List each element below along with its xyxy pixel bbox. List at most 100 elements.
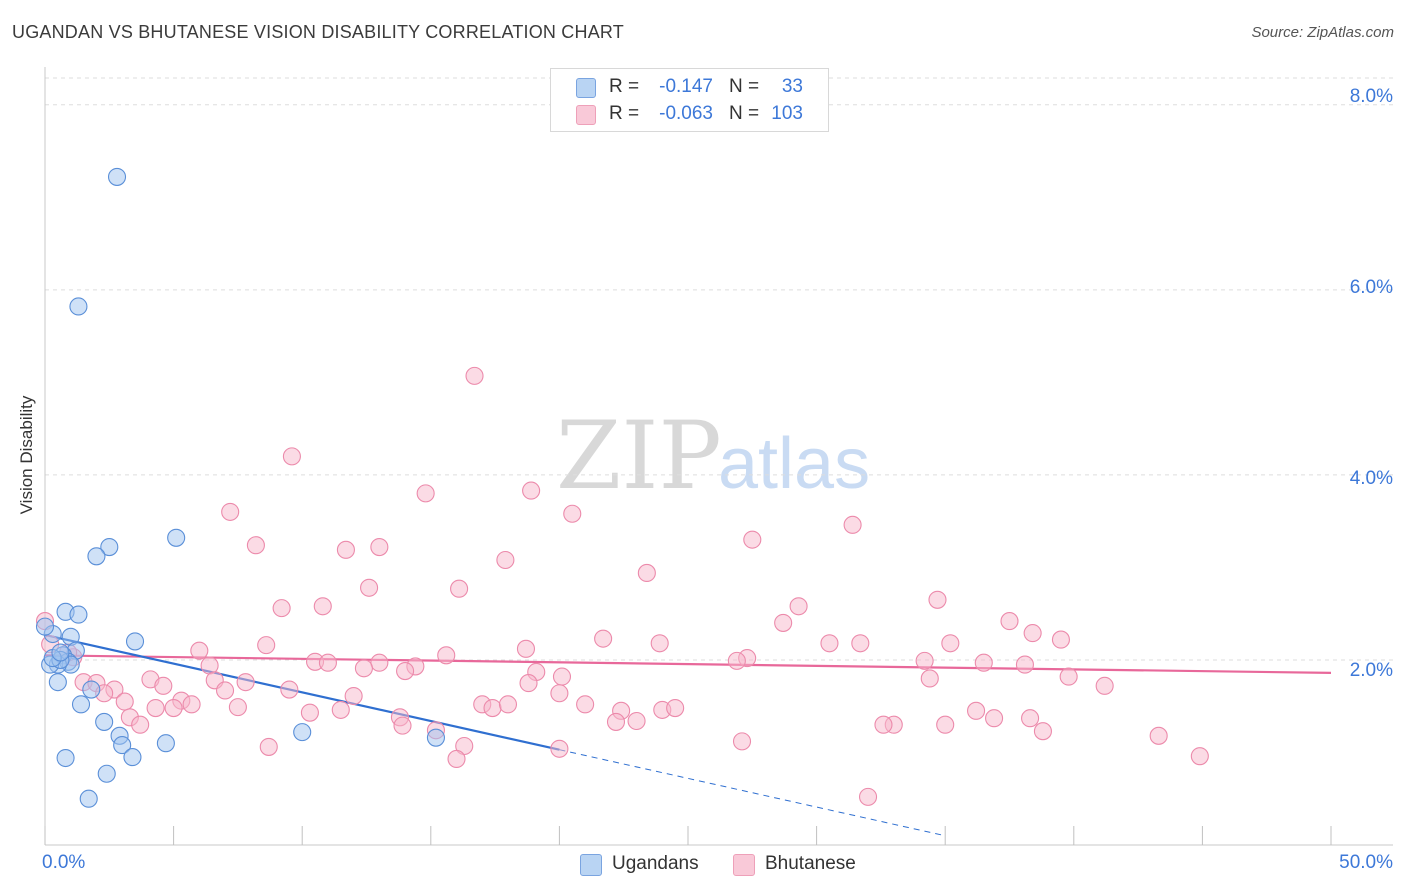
ugandan-point	[69, 605, 88, 624]
bhutanese-point	[215, 681, 235, 700]
bhutanese-point	[344, 686, 363, 706]
bhutanese-point	[182, 695, 201, 714]
bhutanese-point	[360, 578, 379, 597]
bhutanese-point	[550, 684, 569, 703]
bhutanese-point	[941, 634, 960, 653]
ugandan-point	[100, 538, 119, 557]
ugandans-trend-line	[44, 633, 560, 751]
ugandan-point	[48, 673, 67, 692]
bhutanese-point	[920, 669, 939, 688]
bhutanese-point	[228, 698, 247, 717]
bhutanese-point	[154, 676, 173, 695]
bhutanese-swatch	[733, 854, 755, 876]
ugandan-point	[113, 736, 132, 755]
bhutanese-point	[843, 515, 862, 534]
ugandans-swatch	[580, 854, 602, 876]
bhutanese-point	[300, 703, 319, 722]
bhutanese-point	[450, 579, 469, 598]
bhutanese-point	[131, 715, 150, 734]
bhutanese-point	[1033, 722, 1052, 741]
bhutanese-point	[416, 484, 435, 503]
x-axis-max-label: 50.0%	[1339, 852, 1393, 873]
bhutanese-point	[606, 712, 626, 731]
bhutanese-point	[594, 629, 613, 648]
bhutanese-point	[1015, 655, 1034, 674]
bhutanese-point	[552, 667, 572, 686]
bhutanese-point	[967, 701, 986, 720]
ugandan-point	[71, 695, 91, 714]
y-tick-label: 8.0%	[1349, 86, 1393, 107]
bhutanese-point	[851, 634, 870, 653]
bhutanese-point	[1051, 630, 1070, 649]
y-tick-label: 2.0%	[1349, 660, 1393, 681]
ugandan-point	[56, 748, 75, 768]
bhutanese-point	[1023, 624, 1042, 643]
y-tick-label: 6.0%	[1349, 277, 1393, 298]
legend-label: Ugandans	[612, 853, 699, 874]
bhutanese-point	[280, 680, 299, 699]
x-axis-min-label: 0.0%	[42, 852, 86, 873]
n-value: 103	[771, 103, 803, 124]
ugandan-point	[69, 297, 88, 316]
bhutanese-point	[974, 653, 993, 672]
bhutanese-point	[936, 715, 955, 734]
bhutanese-point	[354, 659, 373, 678]
correlation-legend: R = -0.147 N = 33 R = -0.063 N = 103	[550, 68, 829, 132]
bhutanese-point	[1095, 676, 1114, 695]
watermark: ZIP atlas	[556, 402, 870, 511]
ugandan-point	[123, 748, 142, 767]
bhutanese-point	[915, 651, 934, 670]
ugandan-point	[167, 528, 186, 547]
ugandan-point	[97, 764, 116, 783]
bhutanese-point	[498, 695, 518, 714]
n-value: 33	[781, 76, 803, 97]
bhutanese-point	[1149, 726, 1168, 745]
ugandan-point	[125, 632, 145, 651]
bhutanese-point	[318, 653, 337, 672]
legend-row-ugandans: R = -0.147 N = 33	[551, 74, 828, 100]
bhutanese-point	[985, 709, 1004, 728]
bhutanese-point	[1000, 612, 1019, 631]
bhutanese-point	[576, 695, 595, 714]
ugandan-point	[79, 789, 98, 808]
bhutanese-point	[516, 639, 536, 658]
ugandans-trend-extension	[559, 749, 946, 837]
legend-row-bhutanese: R = -0.063 N = 103	[551, 101, 828, 127]
bhutanese-point	[519, 674, 538, 693]
bhutanese-point	[370, 653, 389, 672]
bhutanese-point	[522, 481, 541, 500]
legend-label: Bhutanese	[765, 853, 856, 874]
bhutanese-point	[550, 739, 569, 758]
bhutanese-point	[146, 699, 165, 718]
ugandan-point	[156, 734, 175, 753]
bhutanese-point	[496, 550, 515, 570]
y-tick-label: 4.0%	[1349, 468, 1393, 489]
bhutanese-point	[563, 504, 582, 523]
bhutanese-point	[313, 597, 332, 616]
bhutanese-point	[928, 590, 947, 609]
bhutanese-point	[447, 749, 466, 768]
ugandan-point	[95, 712, 114, 731]
bhutanese-point	[115, 692, 134, 711]
bhutanese-point	[246, 536, 265, 555]
bhutanese-point	[874, 715, 893, 734]
bhutanese-point	[743, 530, 762, 549]
bhutanese-point	[727, 651, 746, 670]
bhutanese-point	[627, 711, 646, 731]
bhutanese-point	[1059, 667, 1078, 686]
n-label: N =	[729, 76, 760, 97]
watermark-atlas: atlas	[718, 424, 870, 504]
ugandan-point	[293, 723, 312, 742]
ugandan-point	[107, 167, 127, 186]
bhutanese-point	[858, 787, 878, 806]
bhutanese-trend-line	[44, 654, 1332, 674]
bhutanese-point	[190, 641, 209, 660]
ugandan-point	[82, 680, 101, 699]
r-label: R =	[609, 76, 640, 97]
bhutanese-point	[336, 540, 355, 559]
bhutanese-point	[221, 502, 240, 521]
bhutanese-point	[437, 646, 456, 665]
bhutanese-point	[1021, 709, 1040, 728]
bhutanese-point	[396, 661, 415, 681]
